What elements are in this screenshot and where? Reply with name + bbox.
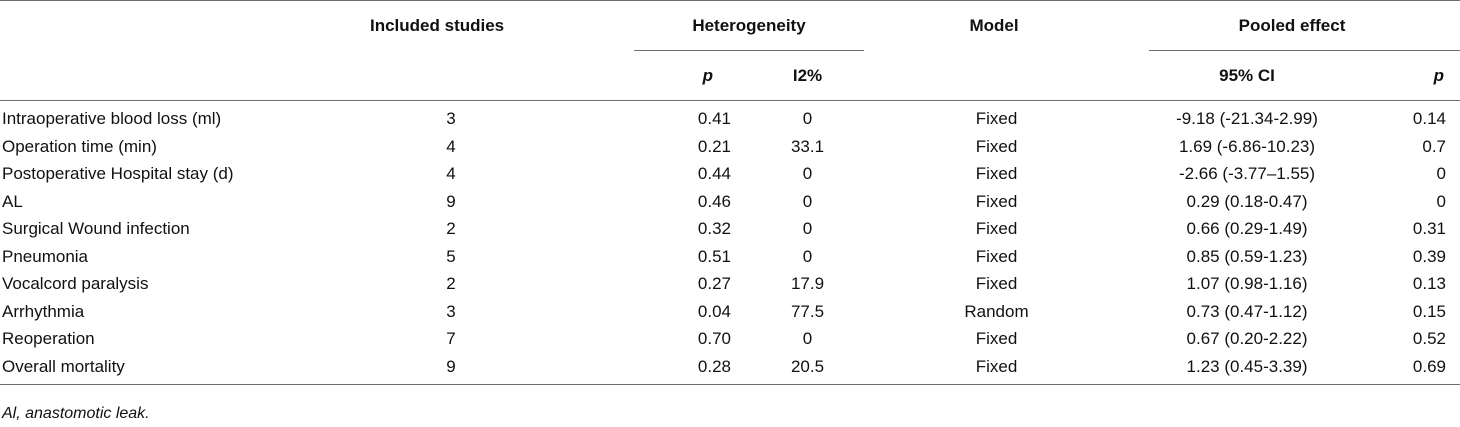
model-cell: Fixed [975, 356, 1018, 376]
ci-cell: 1.07 (0.98-1.16) [1186, 274, 1308, 294]
table-header: Included studies Heterogeneity Model Poo… [0, 0, 1460, 101]
header-label [0, 1, 362, 52]
row-label: Arrhythmia [2, 301, 85, 321]
table-row: Pneumonia 5 0.51 0 Fixed 0.85 (0.59-1.23… [0, 243, 1460, 271]
row-label: Reoperation [2, 329, 95, 349]
row-label: Postoperative Hospital stay (d) [2, 164, 234, 184]
header-pooled-p: p [1433, 65, 1444, 85]
included-studies-cell: 2 [446, 219, 456, 239]
i2-cell: 77.5 [790, 301, 825, 321]
included-studies-cell: 7 [446, 329, 456, 349]
model-cell: Fixed [975, 274, 1018, 294]
header-het-i2: I2% [792, 65, 823, 85]
model-cell: Random [964, 301, 1029, 321]
header-row-2: p I2% 95% CI p [0, 51, 1460, 101]
row-label: Operation time (min) [2, 136, 157, 156]
pooled-p-cell: 0.13 [1412, 274, 1446, 294]
heterogeneity-p-cell: 0.28 [697, 356, 731, 376]
table-row: Reoperation 7 0.70 0 Fixed 0.67 (0.20-2.… [0, 325, 1460, 353]
table-row: Vocalcord paralysis 2 0.27 17.9 Fixed 1.… [0, 270, 1460, 298]
ci-cell: 0.73 (0.47-1.12) [1186, 301, 1308, 321]
ci-cell: -9.18 (-21.34-2.99) [1176, 109, 1318, 129]
i2-cell: 33.1 [790, 136, 825, 156]
table-row: AL 9 0.46 0 Fixed 0.29 (0.18-0.47) 0 [0, 188, 1460, 216]
pooled-p-cell: 0.14 [1412, 109, 1446, 129]
included-studies-cell: 3 [446, 301, 456, 321]
i2-cell: 20.5 [790, 356, 825, 376]
model-cell: Fixed [975, 329, 1018, 349]
header-empty-3 [864, 51, 1149, 101]
included-studies-cell: 9 [446, 191, 456, 211]
header-pooled-effect: Pooled effect [1149, 1, 1460, 52]
heterogeneity-p-cell: 0.04 [697, 301, 731, 321]
ci-cell: -2.66 (-3.77–1.55) [1178, 164, 1316, 184]
table-row: Arrhythmia 3 0.04 77.5 Random 0.73 (0.47… [0, 298, 1460, 326]
ci-cell: 0.29 (0.18-0.47) [1186, 191, 1308, 211]
header-row-1: Included studies Heterogeneity Model Poo… [0, 0, 1460, 52]
header-ci: 95% CI [1219, 65, 1275, 85]
model-cell: Fixed [975, 219, 1018, 239]
table-row: Overall mortality 9 0.28 20.5 Fixed 1.23… [0, 353, 1460, 385]
table-footnote: Al, anastomotic leak. [2, 405, 150, 422]
row-label: Vocalcord paralysis [2, 274, 149, 294]
i2-cell: 0 [802, 191, 813, 211]
table-row: Intraoperative blood loss (ml) 3 0.41 0 … [0, 101, 1460, 133]
model-cell: Fixed [975, 191, 1018, 211]
header-heterogeneity: Heterogeneity [634, 1, 864, 52]
heterogeneity-p-cell: 0.21 [697, 136, 731, 156]
heterogeneity-p-cell: 0.46 [697, 191, 731, 211]
model-cell: Fixed [975, 109, 1018, 129]
header-model: Model [969, 16, 1019, 35]
heterogeneity-p-cell: 0.44 [697, 164, 731, 184]
included-studies-cell: 3 [446, 109, 456, 129]
row-label: Pneumonia [2, 246, 89, 266]
pooled-p-cell: 0 [1436, 191, 1446, 211]
i2-cell: 17.9 [790, 274, 825, 294]
i2-cell: 0 [802, 109, 813, 129]
header-empty-2 [362, 51, 634, 101]
row-label: Intraoperative blood loss (ml) [2, 109, 222, 129]
i2-cell: 0 [802, 329, 813, 349]
row-label: Overall mortality [2, 356, 125, 376]
header-empty-1 [0, 51, 362, 101]
heterogeneity-p-cell: 0.70 [697, 329, 731, 349]
header-included-studies: Included studies [370, 16, 505, 35]
included-studies-cell: 5 [446, 246, 456, 266]
included-studies-cell: 2 [446, 274, 456, 294]
model-cell: Fixed [975, 246, 1018, 266]
ci-cell: 1.23 (0.45-3.39) [1186, 356, 1308, 376]
i2-cell: 0 [802, 219, 813, 239]
pooled-p-cell: 0 [1436, 164, 1446, 184]
heterogeneity-p-cell: 0.32 [697, 219, 731, 239]
heterogeneity-p-cell: 0.51 [697, 246, 731, 266]
ci-cell: 0.67 (0.20-2.22) [1186, 329, 1308, 349]
pooled-p-cell: 0.7 [1422, 136, 1446, 156]
included-studies-cell: 9 [446, 356, 456, 376]
pooled-p-cell: 0.39 [1412, 246, 1446, 266]
table-body: Intraoperative blood loss (ml) 3 0.41 0 … [0, 101, 1460, 385]
row-label: AL [2, 191, 23, 211]
included-studies-cell: 4 [446, 164, 456, 184]
ci-cell: 0.66 (0.29-1.49) [1186, 219, 1308, 239]
model-cell: Fixed [975, 136, 1018, 156]
i2-cell: 0 [802, 164, 813, 184]
table-row: Operation time (min) 4 0.21 33.1 Fixed 1… [0, 133, 1460, 161]
ci-cell: 0.85 (0.59-1.23) [1186, 246, 1308, 266]
row-label: Surgical Wound infection [2, 219, 190, 239]
pooled-p-cell: 0.15 [1412, 301, 1446, 321]
i2-cell: 0 [802, 246, 813, 266]
table-row: Surgical Wound infection 2 0.32 0 Fixed … [0, 215, 1460, 243]
heterogeneity-p-cell: 0.27 [697, 274, 731, 294]
pooled-p-cell: 0.52 [1412, 329, 1446, 349]
included-studies-cell: 4 [446, 136, 456, 156]
table-row: Postoperative Hospital stay (d) 4 0.44 0… [0, 160, 1460, 188]
pooled-p-cell: 0.31 [1412, 219, 1446, 239]
model-cell: Fixed [975, 164, 1018, 184]
ci-cell: 1.69 (-6.86-10.23) [1178, 136, 1316, 156]
pooled-p-cell: 0.69 [1412, 356, 1446, 376]
header-het-p: p [702, 65, 713, 85]
meta-analysis-table: Included studies Heterogeneity Model Poo… [0, 0, 1460, 385]
heterogeneity-p-cell: 0.41 [697, 109, 731, 129]
